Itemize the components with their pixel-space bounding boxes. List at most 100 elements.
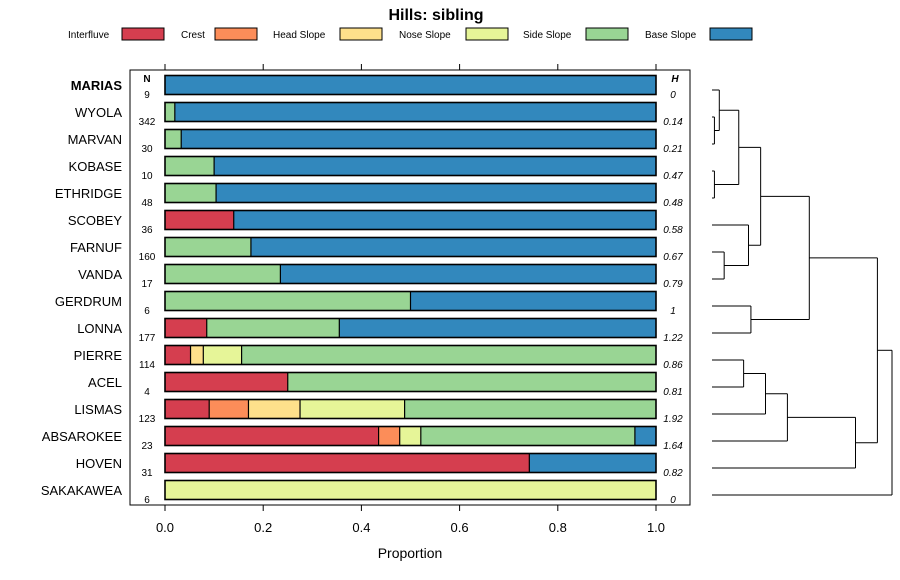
n-value: 9: [144, 90, 150, 101]
bar-outline: [164, 398, 657, 420]
legend-label-crest: Crest: [181, 30, 205, 41]
h-header: H: [671, 74, 679, 85]
x-tick-label: 1.0: [647, 520, 665, 535]
legend-swatch-interfluve: [121, 27, 165, 41]
x-tick-label: 0.8: [549, 520, 567, 535]
bar-segment-base-slope: [529, 453, 656, 473]
category-label: VANDA: [78, 267, 122, 282]
x-tick-label: 0.4: [352, 520, 370, 535]
h-value: 0: [670, 495, 676, 506]
bar-row-scobey: SCOBEY 36 0.58: [68, 209, 683, 236]
bar-outline: [164, 371, 657, 393]
h-value: 1.64: [663, 441, 683, 452]
n-value: 123: [139, 414, 156, 425]
h-value: 0.47: [663, 171, 683, 182]
plot-frame: [129, 69, 691, 506]
bar-row-pierre: PIERRE 114 0.86: [74, 344, 683, 371]
bar-row-wyola: WYOLA 342 0.14: [75, 101, 683, 128]
bar-segment-nose-slope: [203, 345, 242, 365]
bar-segment-side-slope: [206, 318, 340, 338]
h-value: 0.79: [663, 279, 683, 290]
n-value: 114: [139, 360, 155, 371]
category-label: LISMAS: [74, 402, 122, 417]
bar-segment-nose-slope: [165, 480, 656, 500]
h-value: 0.21: [663, 144, 682, 155]
x-tick-label: 0.2: [254, 520, 272, 535]
bar-segment-nose-slope: [399, 426, 421, 446]
bar-segment-interfluve: [165, 345, 191, 365]
bar-segment-crest: [378, 426, 400, 446]
bar-outline: [164, 317, 657, 339]
bar-segment-interfluve: [165, 453, 530, 473]
bar-segment-base-slope: [216, 183, 656, 203]
bar-row-vanda: VANDA 17 0.79: [78, 263, 683, 290]
bar-outline: [164, 155, 657, 177]
chart-title: Hills: sibling: [388, 7, 483, 24]
bar-segment-side-slope: [165, 183, 217, 203]
bar-row-kobase: KOBASE 10 0.47: [69, 155, 683, 182]
x-axis-title: Proportion: [378, 545, 443, 561]
x-tick-label: 0.6: [451, 520, 469, 535]
category-label: HOVEN: [76, 456, 122, 471]
bar-outline: [164, 344, 657, 366]
h-value: 0.82: [663, 468, 683, 479]
bar-row-gerdrum: GERDRUM 6 1: [55, 290, 676, 317]
n-value: 23: [141, 441, 153, 452]
h-value: 0.48: [663, 198, 683, 209]
legend-swatch-base-slope: [709, 27, 753, 41]
legend-label-side-slope: Side Slope: [523, 30, 572, 41]
bar-row-lismas: LISMAS 123 1.92: [74, 398, 683, 425]
dendrogram: [712, 89, 893, 496]
n-value: 177: [139, 333, 156, 344]
bar-segment-base-slope: [214, 156, 656, 176]
bar-segment-side-slope: [404, 399, 656, 419]
n-header: N: [143, 74, 150, 85]
category-label: KOBASE: [69, 159, 123, 174]
legend: Interfluve Crest Head Slope Nose Slope Side …: [68, 27, 753, 41]
bar-row-lonna: LONNA 177 1.22: [77, 317, 683, 344]
bar-outline: [164, 263, 657, 285]
category-label: ACEL: [88, 375, 122, 390]
bar-segment-side-slope: [165, 237, 251, 257]
bar-segment-interfluve: [165, 399, 210, 419]
bar-segment-interfluve: [165, 318, 207, 338]
n-value: 160: [139, 252, 156, 263]
legend-label-interfluve: Interfluve: [68, 30, 110, 41]
bar-segment-base-slope: [174, 102, 656, 122]
bar-outline: [164, 236, 657, 258]
bar-outline: [164, 452, 657, 474]
n-value: 48: [141, 198, 153, 209]
n-value: 6: [144, 306, 150, 317]
bar-segment-base-slope: [339, 318, 656, 338]
category-label: SAKAKAWEA: [41, 483, 122, 498]
bar-segment-side-slope: [165, 129, 182, 149]
n-value: 342: [139, 117, 156, 128]
n-value: 17: [141, 279, 153, 290]
bar-row-absarokee: ABSAROKEE 23 1.64: [42, 425, 683, 452]
x-tick-label: 0.0: [156, 520, 174, 535]
n-value: 6: [144, 495, 150, 506]
category-label: MARIAS: [71, 78, 123, 93]
bar-segment-interfluve: [165, 372, 288, 392]
bar-segment-side-slope: [165, 102, 175, 122]
n-value: 30: [141, 144, 153, 155]
category-label: LONNA: [77, 321, 122, 336]
bar-outline: [164, 128, 657, 150]
bar-segment-base-slope: [233, 210, 657, 230]
h-value: 0.67: [663, 252, 683, 263]
bar-segment-side-slope: [165, 264, 281, 284]
h-value: 0.58: [663, 225, 683, 236]
h-value: 0: [670, 90, 676, 101]
bar-outline: [164, 479, 657, 501]
bar-outline: [164, 209, 657, 231]
plot-area: 0.0 0.2 0.4 0.6 0.8 1.0 N H MARIAS 9 0 WYOLA 342 0.14…: [41, 64, 691, 535]
legend-label-base-slope: Base Slope: [645, 30, 697, 41]
bar-row-marias: MARIAS 9 0: [71, 74, 676, 101]
category-label: FARNUF: [70, 240, 122, 255]
bar-row-acel: ACEL 4 0.81: [88, 371, 683, 398]
legend-swatch-crest: [214, 27, 258, 41]
legend-swatch-head-slope: [339, 27, 383, 41]
n-value: 31: [141, 468, 153, 479]
bar-segment-base-slope: [181, 129, 656, 149]
